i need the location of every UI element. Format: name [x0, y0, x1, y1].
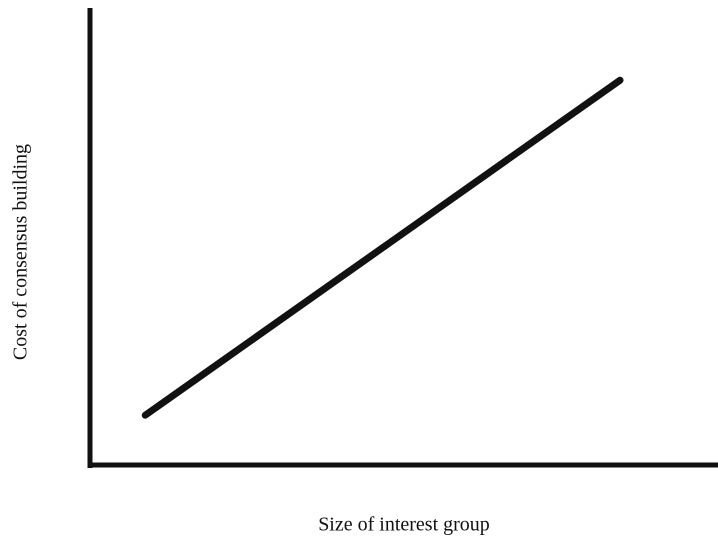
x-axis-label: Size of interest group	[318, 514, 490, 536]
line	[141, 76, 624, 419]
y-axis-label: Cost of consensus building	[10, 144, 32, 360]
